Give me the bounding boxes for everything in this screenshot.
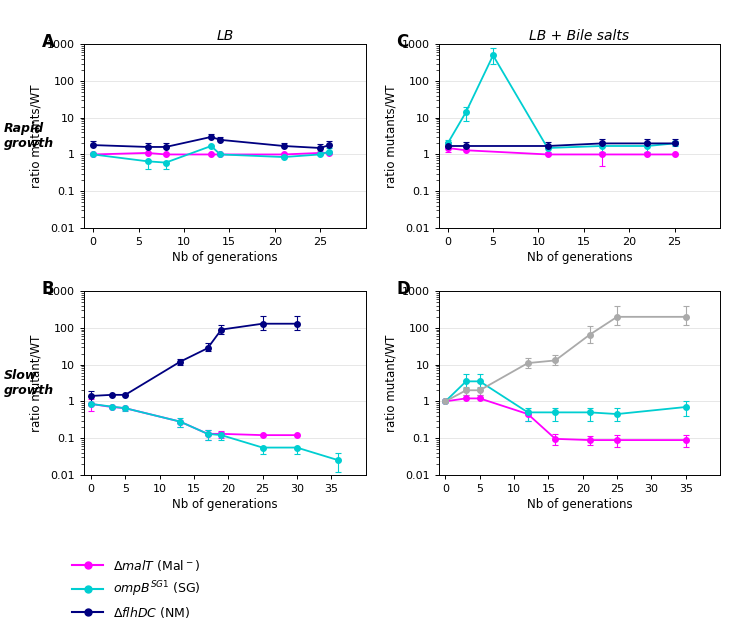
Title: LB + Bile salts: LB + Bile salts xyxy=(529,29,629,43)
Y-axis label: ratio mutant/WT: ratio mutant/WT xyxy=(30,334,43,432)
Text: Rapid
growth: Rapid growth xyxy=(4,122,54,150)
Y-axis label: ratio mutants/WT: ratio mutants/WT xyxy=(385,84,398,188)
Legend: $\it{\Delta malT}$ (Mal$^-$), $\it{ompB^{SG1}}$ (SG), $\it{\Delta flhDC}$ (NM): $\it{\Delta malT}$ (Mal$^-$), $\it{ompB^… xyxy=(72,558,201,620)
Text: A: A xyxy=(42,34,55,51)
Text: Slow
growth: Slow growth xyxy=(4,369,54,397)
Text: C: C xyxy=(396,34,409,51)
X-axis label: Nb of generations: Nb of generations xyxy=(172,251,278,264)
Y-axis label: ratio mutant/WT: ratio mutant/WT xyxy=(385,334,398,432)
X-axis label: Nb of generations: Nb of generations xyxy=(526,498,632,511)
Text: D: D xyxy=(396,280,410,298)
X-axis label: Nb of generations: Nb of generations xyxy=(172,498,278,511)
Y-axis label: ratio mutants/WT: ratio mutants/WT xyxy=(30,84,43,188)
Title: LB: LB xyxy=(216,29,233,43)
Text: B: B xyxy=(42,280,55,298)
X-axis label: Nb of generations: Nb of generations xyxy=(526,251,632,264)
